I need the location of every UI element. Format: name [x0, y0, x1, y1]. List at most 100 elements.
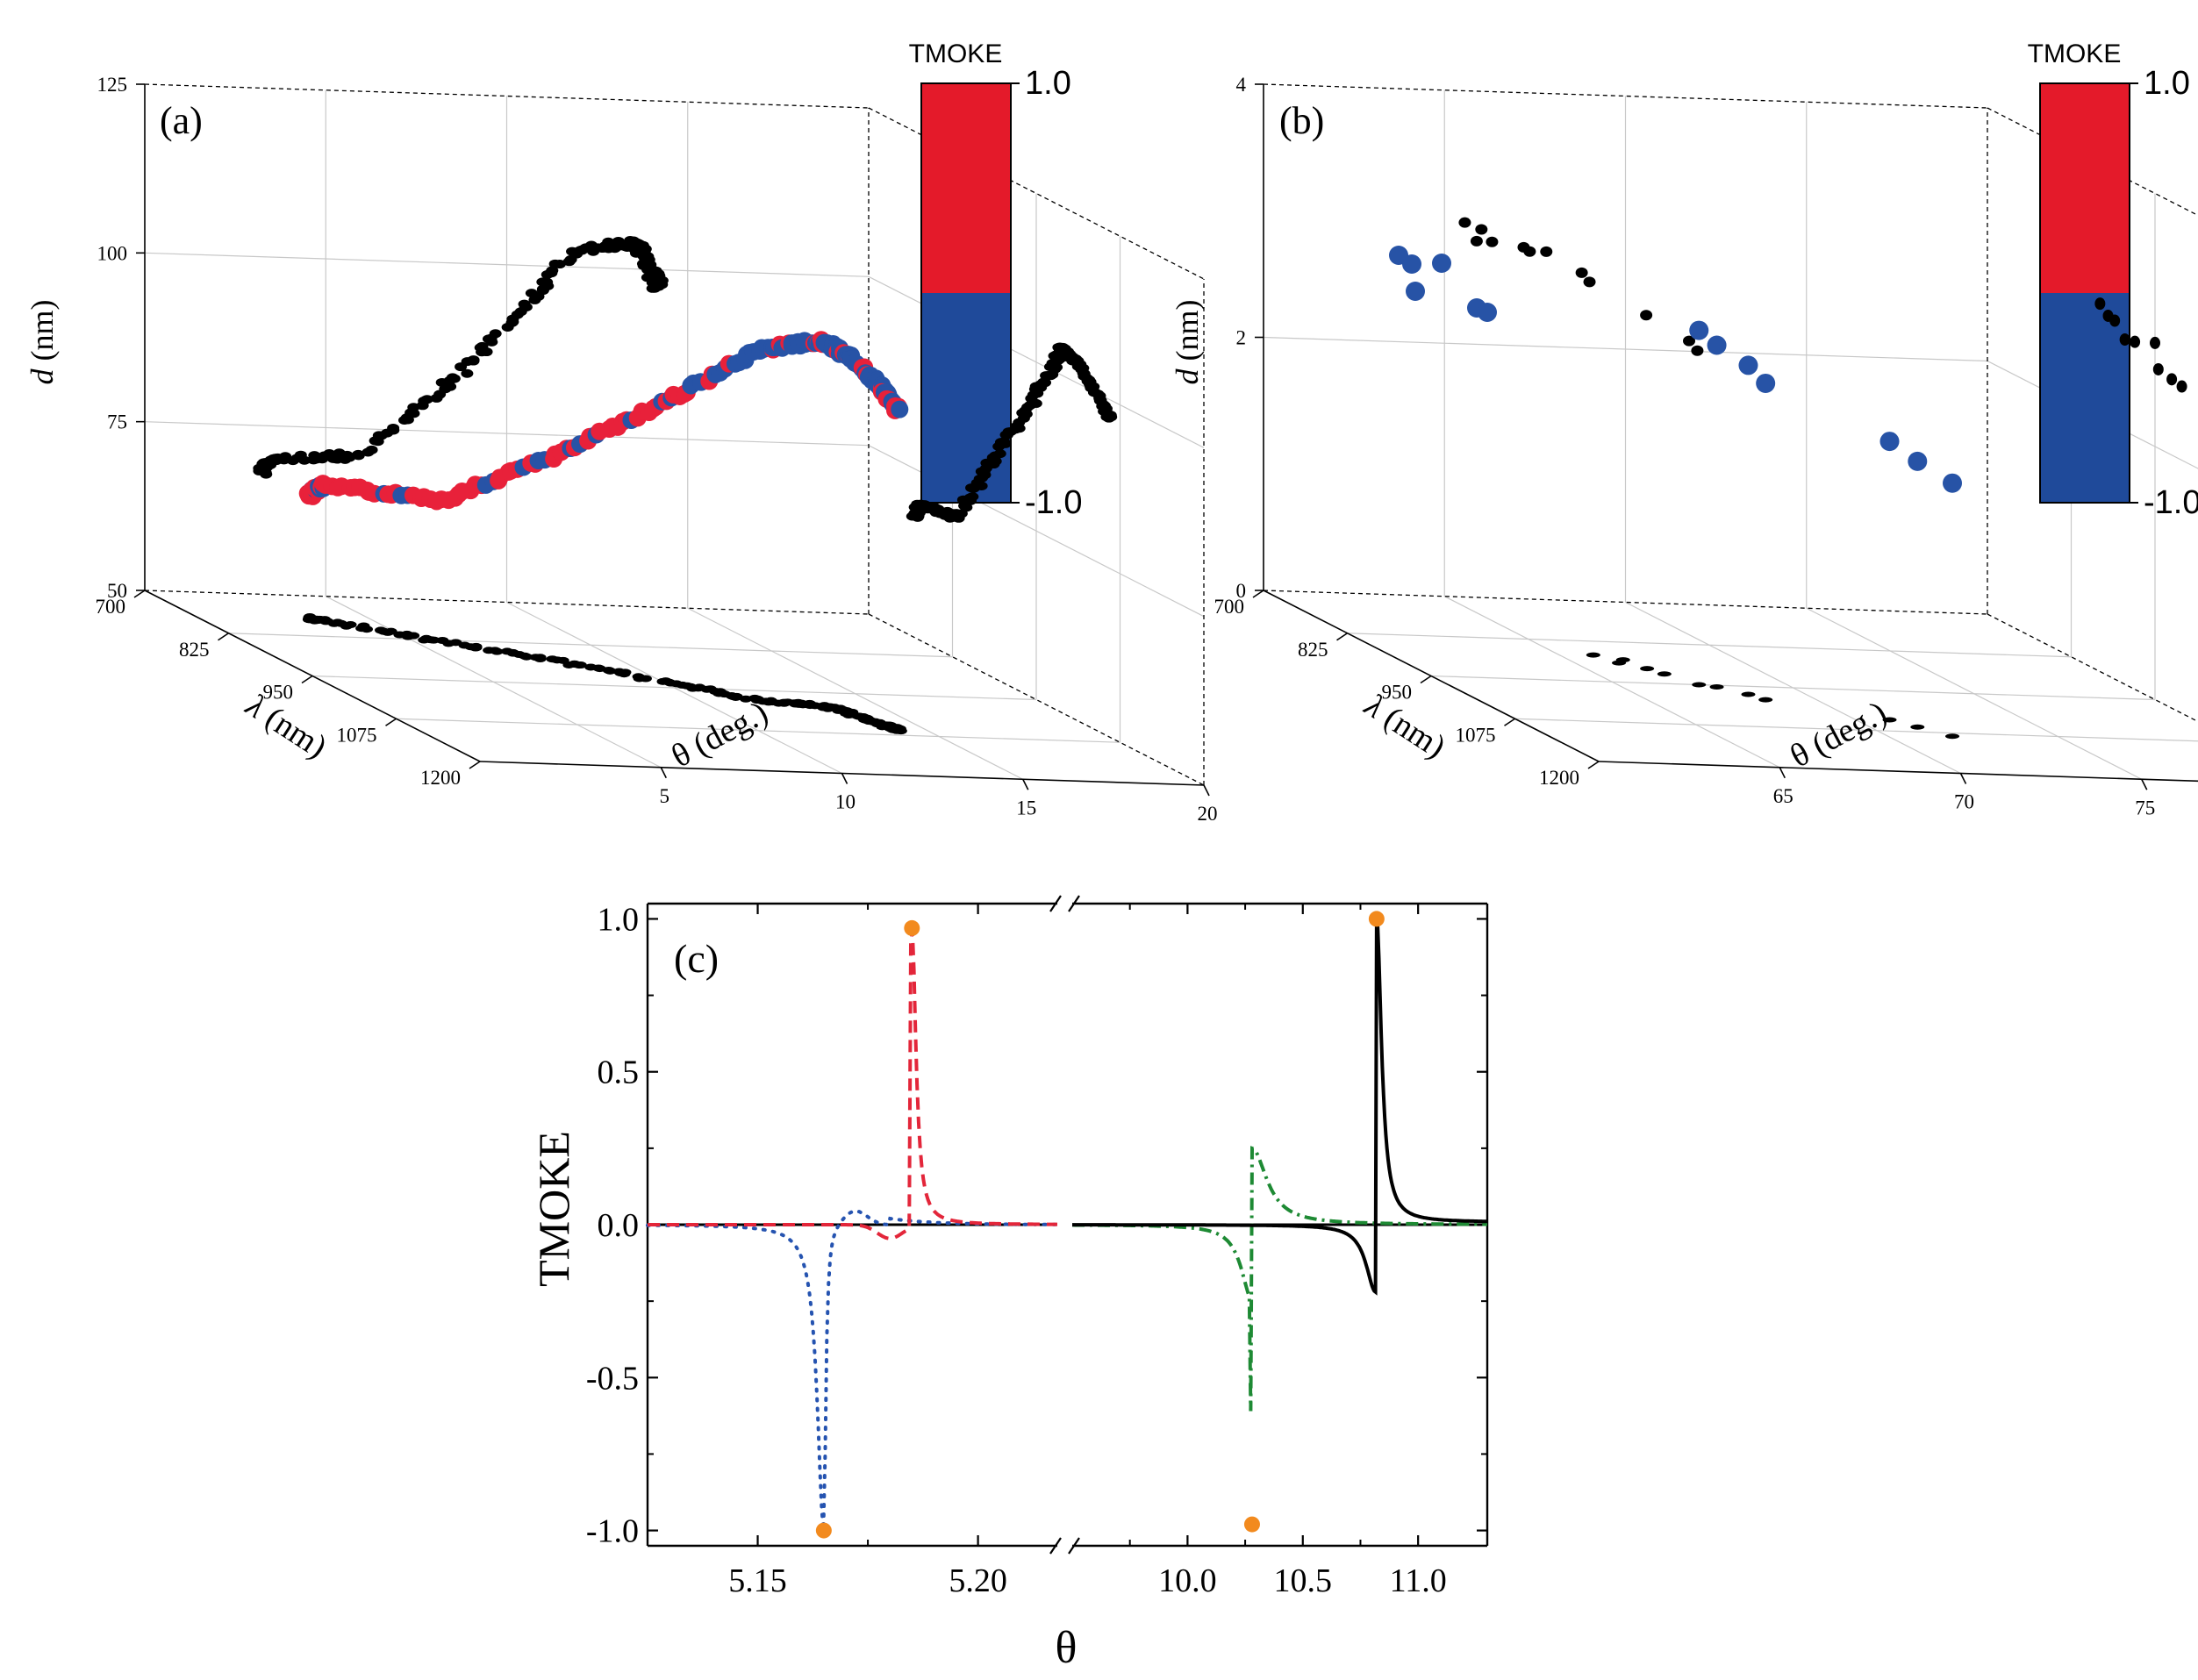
side-projection-point	[467, 356, 480, 366]
side-projection-point	[1470, 235, 1483, 247]
y-axis-title: θ (deg.)	[1785, 694, 1893, 775]
colorbar-min-label: -1.0	[1025, 484, 1082, 521]
floor-projection-point	[490, 647, 504, 655]
projection-floor	[302, 612, 907, 735]
x-tick	[1504, 718, 1515, 726]
side-projection-point	[553, 260, 566, 269]
floor-projection-point	[618, 670, 631, 678]
negative-tmoke-point	[1756, 373, 1776, 393]
y-tick	[1203, 784, 1210, 797]
colorbar-positive-band	[2040, 83, 2130, 293]
x-tick-label: 700	[96, 596, 126, 618]
back-projection-point	[999, 439, 1012, 448]
side-projection-point	[646, 283, 659, 293]
negative-tmoke-point	[1402, 254, 1421, 274]
floor-projection-point	[840, 710, 853, 718]
back-projection-point	[2150, 336, 2160, 349]
peak-marker	[1243, 1516, 1260, 1533]
x-axis-title: θ	[1056, 1623, 1078, 1673]
axis-box-dashed	[144, 83, 1205, 786]
wall-grid-line	[144, 252, 1205, 448]
floor-grid-line	[1443, 596, 1780, 769]
y-tick-label: 20	[1198, 803, 1218, 825]
side-projection-point	[546, 266, 559, 275]
x-tick	[218, 633, 229, 641]
side-projection-point	[1683, 335, 1696, 347]
floor-projection-point	[533, 654, 547, 661]
floor-projection-point	[384, 627, 397, 635]
colorbar-title: TMOKE	[909, 39, 1003, 68]
x-tick	[1420, 675, 1432, 684]
back-projection-point	[1093, 394, 1106, 404]
side-projection-point	[323, 449, 336, 459]
y-axis-title: TMOKE	[529, 1131, 578, 1287]
x-tick-label: 700	[1214, 596, 1245, 618]
panel-c: 1.0 0.5 0.0 -0.5 -1.0 5.15 5.20 10.0 10.5 11.0 θ TM…	[529, 895, 1489, 1673]
floor-projection-point	[1910, 724, 1925, 730]
floor-projection-point	[691, 684, 705, 692]
floor-projection-point	[1657, 671, 1672, 677]
y-tick-label: 5	[660, 785, 670, 807]
side-projection-point	[387, 423, 400, 433]
x-tick-label: 825	[1298, 639, 1328, 661]
floor-projection-point	[1882, 717, 1897, 723]
back-projection-point	[1102, 413, 1115, 423]
peak-marker	[1368, 911, 1385, 927]
y-tick-label: -0.5	[586, 1360, 639, 1397]
axis-break-mark	[1068, 1537, 1080, 1555]
side-projection-point	[365, 445, 378, 454]
floor-projection-point	[777, 699, 791, 707]
floor-projection-point	[1741, 691, 1756, 697]
side-projection-point	[461, 368, 474, 378]
side-projection-point	[1575, 267, 1588, 278]
x-tick	[301, 675, 313, 684]
negative-tmoke-point	[1738, 355, 1758, 375]
x-tick-label: 5.15	[728, 1562, 787, 1599]
side-projection-point	[585, 240, 598, 250]
colorbar-max-label: 1.0	[1025, 65, 1071, 102]
side-projection-point	[1458, 217, 1471, 228]
negative-tmoke-point	[1879, 432, 1900, 452]
floor-projection-point	[1692, 682, 1707, 688]
projection-side-wall	[253, 235, 669, 479]
x-tick-label: 1075	[337, 724, 377, 746]
y-tick-label: 0.5	[598, 1054, 640, 1091]
panel-b: 0247008259501075120065707580d (nm)λ (nm)…	[1170, 39, 2198, 819]
negative-tmoke-point	[1478, 303, 1497, 322]
colorbar-positive-band	[921, 83, 1011, 293]
z-tick-label: 2	[1236, 327, 1247, 349]
side-projection-point	[407, 409, 420, 418]
negative-tmoke-point	[1689, 320, 1709, 340]
floor-projection-point	[424, 636, 437, 644]
floor-projection-point	[886, 726, 899, 733]
x-tick-label: 1200	[420, 767, 461, 789]
panel-label: (c)	[674, 936, 719, 981]
box-edge	[1263, 590, 1988, 615]
z-axis-title-symbol: d	[1170, 368, 1205, 384]
side-projection-point	[519, 302, 532, 311]
z-tick-label: 75	[107, 411, 127, 433]
back-projection-point	[993, 449, 1006, 459]
x-tick	[469, 761, 481, 769]
axis-break-mark	[1049, 895, 1062, 912]
floor-grid-line	[687, 607, 1024, 780]
negative-tmoke-point	[1432, 254, 1451, 273]
side-projection-point	[420, 395, 433, 404]
x-tick	[385, 718, 397, 726]
floor-projection-point	[573, 661, 586, 669]
axis-box	[144, 84, 1205, 786]
side-projection-point	[1691, 345, 1704, 356]
side-projection-point	[1486, 236, 1499, 247]
colorbar-min-label: -1.0	[2144, 484, 2198, 521]
panel-label: (a)	[160, 99, 203, 142]
side-projection-point	[489, 329, 502, 339]
x-tick-label: 1075	[1456, 724, 1496, 746]
projection-floor	[1586, 652, 1960, 740]
floor-grid-line	[1806, 607, 2143, 780]
z-axis-title: d (nm)	[1170, 300, 1205, 385]
panel-label: (b)	[1279, 99, 1324, 142]
floor-projection-point	[1615, 657, 1630, 663]
negative-tmoke-point	[1707, 335, 1727, 355]
series-solid-line	[1072, 916, 1487, 1296]
